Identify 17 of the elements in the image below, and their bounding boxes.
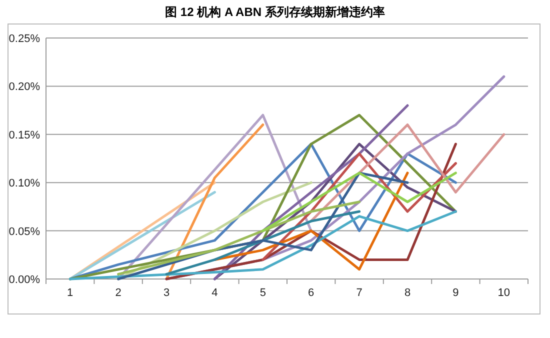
x-tick-label: 8: [404, 287, 411, 299]
x-tick-label: 5: [260, 287, 266, 299]
x-tick-label: 1: [67, 287, 74, 299]
y-tick-label: 0.20%: [8, 81, 40, 94]
y-tick-label: 0.10%: [8, 178, 40, 190]
x-tick-label: 2: [115, 287, 122, 299]
y-tick-label: 0.00%: [8, 274, 40, 286]
x-tick-label: 6: [308, 287, 314, 299]
x-tick-label: 10: [498, 287, 510, 299]
y-tick-label: 0.25%: [8, 33, 40, 45]
x-tick-label: 9: [452, 287, 459, 299]
x-tick-label: 3: [163, 287, 170, 299]
y-tick-label: 0.15%: [8, 129, 40, 142]
x-tick-label: 4: [212, 287, 218, 299]
chart-title: 图 12 机构 A ABN 系列存续期新增违约率: [165, 5, 385, 19]
x-tick-label: 7: [356, 287, 362, 299]
y-tick-label: 0.05%: [8, 226, 40, 238]
